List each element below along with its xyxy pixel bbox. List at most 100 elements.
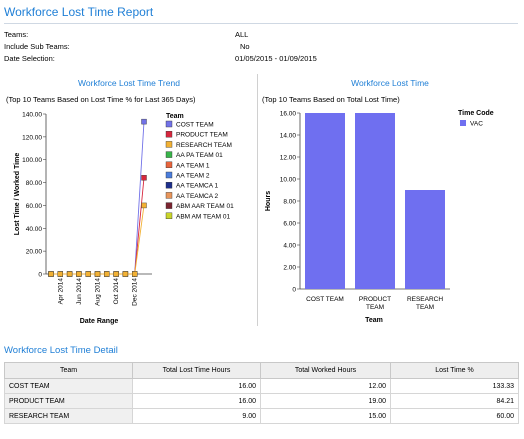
column-header-team[interactable]: Team bbox=[4, 362, 133, 379]
worked-hours-cell: 12.00 bbox=[260, 378, 391, 394]
team-cell: PRODUCT TEAM bbox=[4, 393, 133, 409]
y-tick-label: 60.00 bbox=[26, 203, 43, 210]
y-tick-label: 140.00 bbox=[22, 112, 42, 119]
lost-time-bar-chart: 0 2.00 4.00 6.00 8.00 10.00 12.00 14.00 16.00 COS… bbox=[265, 110, 494, 324]
column-header-lost-percent[interactable]: Lost Time % bbox=[390, 362, 519, 379]
legend-swatch bbox=[165, 171, 173, 179]
legend-label: VAC bbox=[470, 121, 483, 128]
data-point bbox=[122, 271, 129, 277]
lost-percent-cell: 133.33 bbox=[390, 378, 519, 394]
team-cell: COST TEAM bbox=[4, 378, 133, 394]
legend-label: AA PA TEAM 01 bbox=[176, 152, 223, 159]
x-tick-label: TEAM bbox=[416, 304, 434, 311]
param-subteams-label: Include Sub Teams: bbox=[4, 42, 70, 51]
y-tick-label: 120.00 bbox=[22, 134, 42, 141]
data-point bbox=[131, 271, 138, 277]
lost-percent-cell: 84.21 bbox=[390, 393, 519, 409]
detail-header-row: Team Total Lost Time Hours Total Worked … bbox=[4, 362, 519, 379]
detail-table: Team Total Lost Time Hours Total Worked … bbox=[4, 362, 519, 424]
legend-label: AA TEAMCA 2 bbox=[176, 193, 219, 200]
legend-swatch bbox=[165, 141, 173, 148]
param-teams-label: Teams: bbox=[4, 30, 29, 39]
x-tick-label: COST TEAM bbox=[306, 296, 344, 303]
title-divider bbox=[4, 23, 518, 24]
legend-title: Team bbox=[166, 113, 184, 120]
x-tick-label: Apr 2014 bbox=[57, 278, 64, 305]
lost-hours-cell: 9.00 bbox=[132, 408, 261, 424]
y-tick-label: 6.00 bbox=[283, 221, 296, 228]
table-row: PRODUCT TEAM 16.00 19.00 84.21 bbox=[4, 393, 519, 409]
y-tick-label: 0 bbox=[292, 287, 296, 294]
y-tick-label: 100.00 bbox=[22, 157, 42, 164]
x-axis-title: Team bbox=[365, 317, 383, 324]
data-point bbox=[141, 118, 147, 125]
data-point bbox=[141, 202, 147, 209]
lost-time-trend-chart: 0 20.00 40.00 60.00 80.00 100.00 120.00 140.00 A… bbox=[14, 112, 234, 326]
y-tick-label: 4.00 bbox=[283, 243, 296, 250]
legend-label: AA TEAM 1 bbox=[176, 162, 210, 169]
x-tick-label: Oct 2014 bbox=[113, 278, 120, 305]
report-title: Workforce Lost Time Report bbox=[4, 5, 154, 19]
legend-swatch bbox=[165, 181, 173, 189]
legend-swatch bbox=[165, 151, 173, 158]
bar bbox=[305, 113, 345, 289]
bar-chart-subtitle: (Top 10 Teams Based on Total Lost Time) bbox=[262, 95, 400, 104]
y-tick-label: 14.00 bbox=[280, 133, 297, 140]
param-teams-value: ALL bbox=[235, 30, 249, 39]
series-line bbox=[51, 205, 145, 275]
legend-swatch bbox=[165, 212, 173, 220]
x-tick-label: Aug 2014 bbox=[95, 278, 102, 306]
bar-chart-title: Workforce Lost Time bbox=[351, 78, 429, 88]
y-tick-label: 16.00 bbox=[280, 111, 297, 118]
legend-swatch bbox=[165, 192, 173, 199]
data-point bbox=[94, 271, 101, 277]
param-subteams-value: No bbox=[240, 42, 250, 51]
y-tick-label: 10.00 bbox=[280, 177, 297, 184]
legend-label: ABM AM TEAM 01 bbox=[176, 213, 230, 220]
data-point bbox=[104, 271, 110, 277]
y-tick-label: 12.00 bbox=[280, 155, 297, 162]
worked-hours-cell: 19.00 bbox=[260, 393, 391, 409]
column-header-lost-hours[interactable]: Total Lost Time Hours bbox=[132, 362, 261, 379]
legend-title: Time Code bbox=[458, 110, 494, 117]
trend-chart-subtitle: (Top 10 Teams Based on Lost Time % for L… bbox=[6, 95, 196, 104]
x-tick-label: RESEARCH bbox=[407, 296, 443, 303]
bar bbox=[405, 190, 445, 289]
panel-divider bbox=[257, 74, 258, 326]
bar bbox=[355, 113, 395, 289]
legend-label: ABM AAR TEAM 01 bbox=[176, 203, 234, 210]
y-axis-title: Hours bbox=[265, 191, 272, 211]
legend-label: COST TEAM bbox=[176, 122, 214, 129]
y-tick-label: 80.00 bbox=[26, 180, 43, 187]
x-tick-label: Jun 2014 bbox=[76, 278, 83, 305]
x-tick-label: PRODUCT bbox=[359, 296, 391, 303]
detail-section-title: Workforce Lost Time Detail bbox=[4, 345, 118, 356]
y-tick-label: 20.00 bbox=[26, 249, 43, 256]
data-point bbox=[57, 271, 63, 277]
x-axis-title: Date Range bbox=[80, 318, 119, 325]
column-header-worked-hours[interactable]: Total Worked Hours bbox=[260, 362, 391, 379]
x-tick-label: Dec 2014 bbox=[132, 278, 139, 306]
y-axis-title: Lost Time / Worked Time bbox=[14, 153, 21, 236]
data-point bbox=[141, 175, 147, 181]
lost-percent-cell: 60.00 bbox=[390, 408, 519, 424]
lost-hours-cell: 16.00 bbox=[132, 393, 261, 409]
data-point bbox=[85, 271, 91, 277]
y-tick-label: 8.00 bbox=[283, 199, 296, 206]
param-date-label: Date Selection: bbox=[4, 54, 55, 63]
worked-hours-cell: 15.00 bbox=[260, 408, 391, 424]
data-point bbox=[113, 271, 119, 277]
table-row: COST TEAM 16.00 12.00 133.33 bbox=[4, 378, 519, 394]
data-point bbox=[48, 271, 54, 277]
series-line bbox=[51, 121, 145, 275]
legend-label: AA TEAMCA 1 bbox=[176, 183, 219, 190]
legend-label: AA TEAM 2 bbox=[176, 173, 210, 180]
legend-label: PRODUCT TEAM bbox=[176, 132, 228, 139]
table-row: RESEARCH TEAM 9.00 15.00 60.00 bbox=[4, 408, 519, 424]
y-tick-label: 2.00 bbox=[283, 265, 296, 272]
legend-swatch bbox=[165, 161, 173, 168]
lost-hours-cell: 16.00 bbox=[132, 378, 261, 394]
legend-swatch bbox=[165, 202, 173, 209]
series-line bbox=[51, 177, 145, 275]
legend-swatch bbox=[460, 120, 466, 126]
